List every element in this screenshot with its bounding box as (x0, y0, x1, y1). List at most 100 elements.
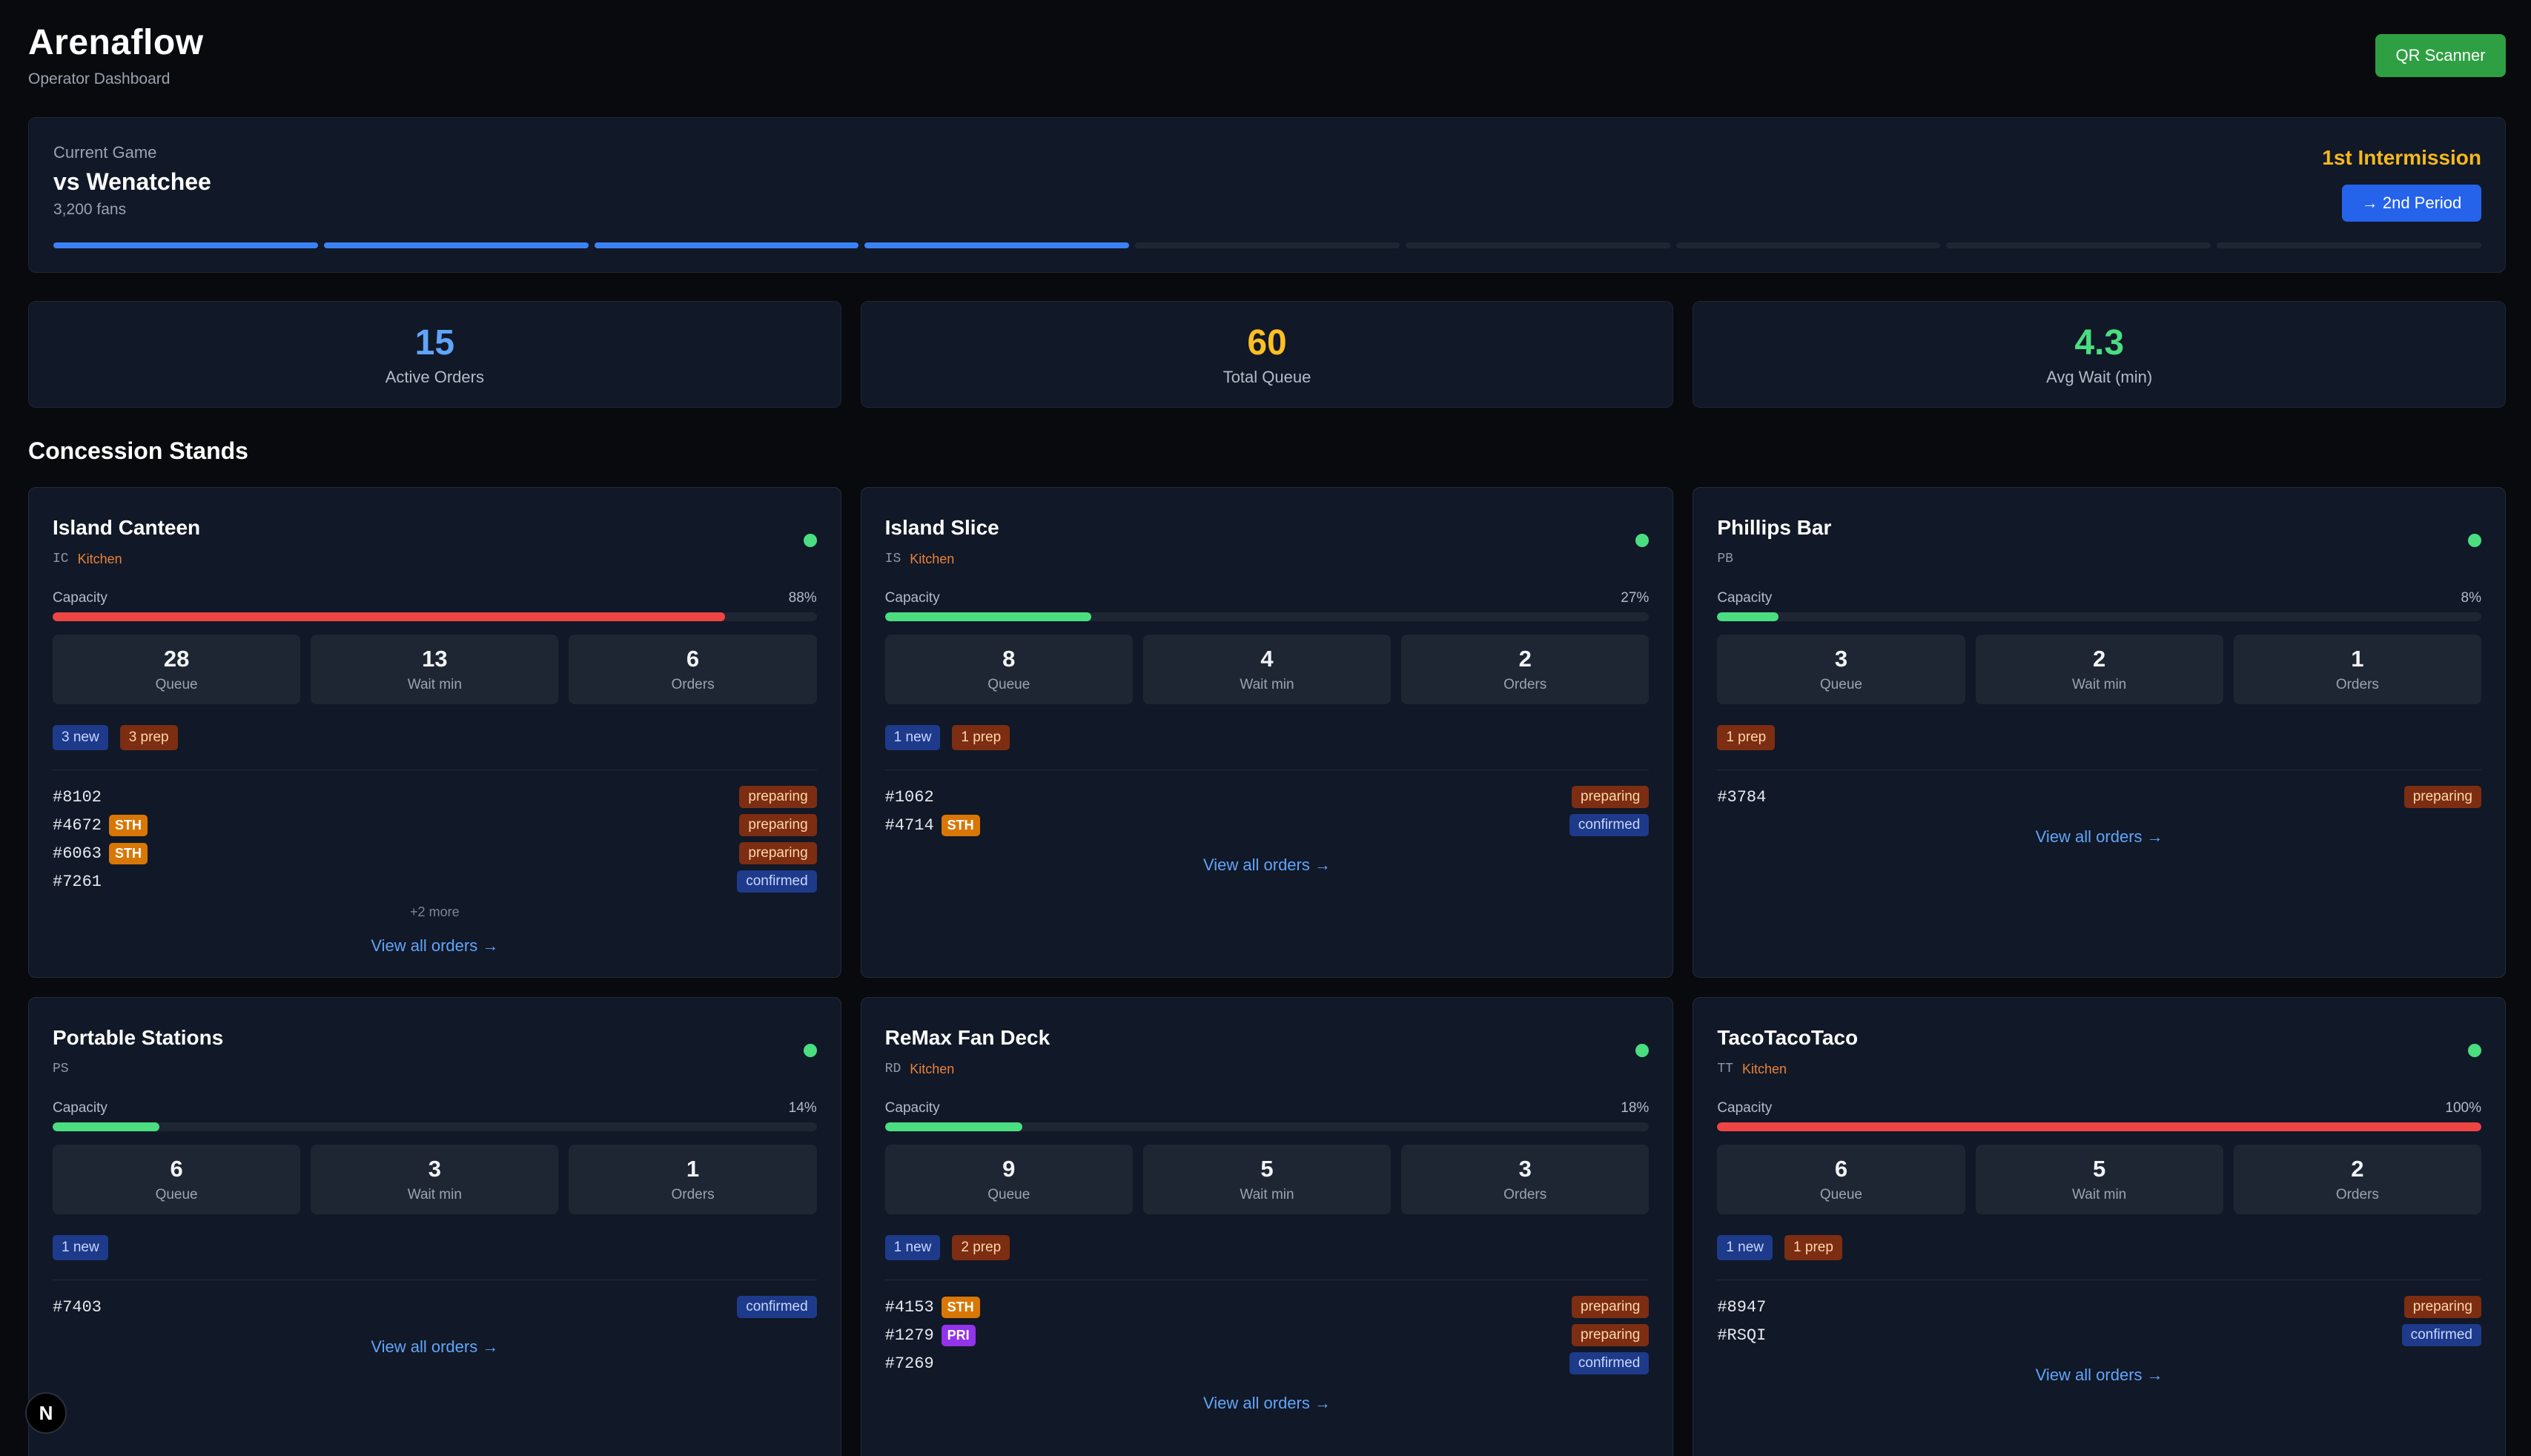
view-all-orders-link[interactable]: View all orders → (1202, 1394, 1331, 1412)
capacity-label: Capacity (1717, 1100, 1773, 1116)
metric-label: Wait min (2072, 1187, 2127, 1202)
capacity-row: Capacity 100% (1717, 1100, 2481, 1116)
metric-box: 2 Orders (2233, 1145, 2481, 1214)
capacity-track (53, 612, 817, 621)
capacity-track (884, 612, 1650, 621)
capacity-label: Capacity (53, 1100, 107, 1116)
capacity-row: Capacity 14% (53, 1100, 817, 1116)
period-segment (1675, 242, 1941, 248)
view-all-orders-link[interactable]: View all orders → (2035, 1366, 2163, 1384)
order-id: #7269 (884, 1354, 934, 1373)
period-segment (1135, 242, 1400, 248)
capacity-percent: 18% (1621, 1100, 1650, 1116)
section-title: Concession Stands (28, 437, 248, 464)
order-status: confirmed (1569, 814, 1650, 836)
metric-label: Orders (1503, 677, 1547, 692)
stand-name: TacoTacoTaco (1717, 1026, 1859, 1049)
capacity-fill (1717, 1122, 2481, 1131)
order-status: preparing (2403, 786, 2481, 808)
period-segment (53, 242, 318, 248)
stand-code: TT (1717, 1062, 1733, 1076)
advance-period-button[interactable]: → 2nd Period (2342, 185, 2481, 222)
metric-box: 5 Wait min (1142, 1145, 1392, 1214)
stand-card: Portable Stations PS Capacity 14% 6 Queu… (28, 997, 841, 1456)
order-id: #7261 (53, 872, 102, 891)
metric-label: Queue (987, 1187, 1030, 1202)
order-id: #RSQI (1717, 1326, 1767, 1345)
order-list: #8947 preparing #RSQI confirmed View all… (1717, 1293, 2481, 1385)
status-dot-icon (803, 534, 817, 547)
order-row[interactable]: #1062 preparing (885, 783, 1650, 811)
stand-kitchen-label: Kitchen (910, 1062, 955, 1076)
order-row[interactable]: #4672 STH preparing (53, 811, 817, 839)
order-id: #7403 (53, 1297, 102, 1317)
metric-value: 13 (422, 646, 448, 672)
order-row[interactable]: #6063 STH preparing (53, 839, 817, 867)
view-all-orders-link[interactable]: View all orders → (2035, 827, 2163, 846)
order-status: preparing (739, 786, 817, 808)
stand-card: Island Slice IS Kitchen Capacity 27% 8 Qu… (860, 487, 1674, 978)
order-row[interactable]: #7269 confirmed (885, 1349, 1650, 1377)
stat-value: 15 (414, 322, 455, 363)
metric-label: Wait min (2072, 677, 2127, 692)
order-row[interactable]: #4153 STH preparing (885, 1293, 1650, 1321)
metric-box: 9 Queue (884, 1145, 1133, 1214)
metric-value: 1 (2351, 646, 2364, 672)
metric-value: 9 (1002, 1156, 1016, 1182)
metric-box: 28 Queue (53, 635, 301, 704)
stand-code: PB (1717, 552, 1733, 566)
view-all-orders-link[interactable]: View all orders → (1202, 856, 1331, 874)
capacity-percent: 88% (788, 590, 817, 606)
qr-scanner-button[interactable]: QR Scanner (2375, 34, 2506, 77)
metric-box: 6 Queue (53, 1145, 301, 1214)
metric-row: 6 Queue 5 Wait min 2 Orders (1717, 1145, 2481, 1214)
order-row[interactable]: #7403 confirmed (53, 1293, 817, 1321)
metric-row: 3 Queue 2 Wait min 1 Orders (1717, 635, 2481, 704)
period-segment (2217, 242, 2482, 248)
order-row[interactable]: #8102 preparing (53, 783, 817, 811)
period-segment (1946, 242, 2211, 248)
order-row[interactable]: #RSQI confirmed (1717, 1321, 2481, 1349)
metric-label: Orders (671, 1187, 715, 1202)
order-row[interactable]: #4714 STH confirmed (885, 811, 1650, 839)
stand-name: Island Canteen (53, 516, 201, 539)
stand-card: Island Canteen IC Kitchen Capacity 88% 28… (28, 487, 841, 978)
capacity-row: Capacity 18% (885, 1100, 1650, 1116)
tag-row: 3 new 3 prep (53, 725, 178, 750)
stand-code: IS (884, 552, 901, 566)
order-row[interactable]: #1279 PRI preparing (885, 1321, 1650, 1349)
metric-box: 1 Orders (569, 1145, 817, 1214)
tag-prep: 1 prep (1784, 1235, 1842, 1260)
order-row[interactable]: #3784 preparing (1717, 783, 2481, 811)
order-list: #7403 confirmed View all orders → (53, 1293, 817, 1357)
metric-label: Wait min (407, 677, 462, 692)
order-list: #4153 STH preparing #1279 PRI preparing #7… (885, 1293, 1650, 1413)
tag-prep: 2 prep (952, 1235, 1010, 1260)
order-badge-sth: STH (941, 1296, 980, 1318)
stand-code: IC (53, 552, 69, 566)
metric-box: 2 Orders (1401, 635, 1650, 704)
metric-row: 28 Queue 13 Wait min 6 Orders (53, 635, 817, 704)
status-dot-icon (1635, 534, 1650, 547)
n-logo-icon[interactable]: N (25, 1392, 67, 1434)
metric-value: 1 (686, 1156, 700, 1182)
metric-value: 5 (2093, 1156, 2106, 1182)
period-segment (594, 242, 859, 248)
order-status: preparing (739, 842, 817, 864)
stand-name: ReMax Fan Deck (884, 1026, 1051, 1049)
metric-box: 1 Orders (2233, 635, 2481, 704)
stat-value: 60 (1247, 322, 1287, 363)
order-badge-sth: STH (109, 814, 148, 836)
view-all-orders-link[interactable]: View all orders → (371, 936, 499, 955)
order-row[interactable]: #8947 preparing (1717, 1293, 2481, 1321)
metric-value: 3 (1518, 1156, 1532, 1182)
order-row[interactable]: #7261 confirmed (53, 867, 817, 896)
order-status: preparing (739, 814, 817, 836)
metric-value: 5 (1260, 1156, 1274, 1182)
order-status: confirmed (1569, 1352, 1650, 1374)
order-id: #4672 (53, 815, 102, 835)
metric-label: Wait min (1240, 677, 1294, 692)
stand-meta: PB (1717, 552, 1733, 566)
metric-value: 3 (428, 1156, 441, 1182)
view-all-orders-link[interactable]: View all orders → (371, 1337, 499, 1356)
